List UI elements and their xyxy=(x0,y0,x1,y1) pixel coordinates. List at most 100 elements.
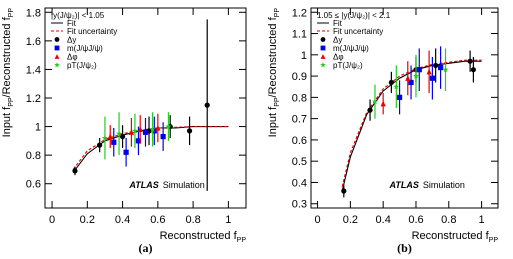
x-tick-label: 0 xyxy=(314,214,320,226)
legend-marker xyxy=(320,62,326,68)
legend-marker xyxy=(54,62,60,68)
x-axis-label: Reconstructed fPP xyxy=(160,230,247,244)
legend-label: Fit uncertainty xyxy=(67,27,117,36)
legend-label: Fit xyxy=(67,19,77,28)
x-tick-label: 0.4 xyxy=(115,214,130,226)
y-tick-label: 0.4 xyxy=(292,177,307,189)
y-axis-label: Input fPP/Reconstructed fPP xyxy=(267,8,281,138)
legend-title: 1.05 ≤ |y(J/ψ₂)| < 2.1 xyxy=(317,11,391,20)
x-axis-label-text: Reconstructed f xyxy=(160,230,238,242)
panel-label: (b) xyxy=(397,241,412,255)
x-tick-label: 0.6 xyxy=(408,214,423,226)
fit-line xyxy=(72,126,229,170)
legend-marker xyxy=(54,54,60,59)
y-tick-label: 1 xyxy=(35,122,41,134)
y-axis-label-part: /Reconstructed f xyxy=(1,16,13,97)
point xyxy=(429,75,435,81)
point xyxy=(412,72,420,79)
point xyxy=(371,98,379,105)
y-tick-label: 0.7 xyxy=(292,114,307,126)
x-tick-label: 0 xyxy=(49,214,55,226)
y-tick-label: 0.6 xyxy=(292,135,307,147)
point xyxy=(151,128,157,134)
legend-label: m(J/ψJ/ψ) xyxy=(67,44,103,53)
legend-marker xyxy=(54,45,60,51)
legend-marker xyxy=(320,45,326,51)
legend-marker xyxy=(54,37,60,42)
point xyxy=(186,128,193,134)
legend-label: pT(J/ψ₂) xyxy=(333,61,363,70)
y-tick-label: 0.9 xyxy=(292,71,307,83)
y-axis-label-part: Input f xyxy=(267,106,279,138)
point xyxy=(107,133,113,140)
annotation-bold: ATLAS xyxy=(128,180,158,190)
point xyxy=(111,139,117,145)
panel-label: (a) xyxy=(139,241,153,255)
y-axis-label-part: Input f xyxy=(1,106,13,138)
x-tick-label: 0.4 xyxy=(376,214,391,226)
annotation-text: Simulation xyxy=(423,180,465,190)
x-tick-label: 0.8 xyxy=(185,214,200,226)
x-tick-label: 0.2 xyxy=(343,214,358,226)
y-tick-label: 0.8 xyxy=(26,150,41,162)
y-axis-label-part: PP xyxy=(274,97,281,107)
point xyxy=(160,133,166,140)
x-axis-label-text: Reconstructed f xyxy=(412,230,490,242)
annotation-bold: ATLAS xyxy=(389,180,419,190)
point xyxy=(405,75,411,81)
point xyxy=(97,142,103,148)
y-axis-label-part: PP xyxy=(274,8,281,18)
legend-label: Δy xyxy=(67,36,76,45)
point xyxy=(165,123,172,130)
point xyxy=(416,67,422,73)
point xyxy=(72,168,78,174)
point xyxy=(137,126,143,133)
legend-marker xyxy=(320,37,326,42)
legend-label: Fit xyxy=(333,19,343,28)
point xyxy=(123,149,129,155)
y-tick-label: 1.4 xyxy=(26,64,41,76)
legend-label: Fit uncertainty xyxy=(333,27,383,36)
x-tick-label: 0.8 xyxy=(441,214,456,226)
point xyxy=(470,67,476,73)
y-tick-label: 0.5 xyxy=(292,156,307,168)
y-axis-label: Input fPP/Reconstructed fPP xyxy=(1,8,15,138)
legend-label: Δφ xyxy=(67,53,78,62)
y-tick-label: 0.6 xyxy=(26,179,41,191)
y-tick-label: 1 xyxy=(301,50,307,62)
point xyxy=(380,100,386,107)
point xyxy=(408,79,414,86)
point xyxy=(467,58,473,64)
point xyxy=(426,68,432,75)
fit-line xyxy=(72,126,229,173)
point xyxy=(155,124,161,131)
x-axis-label-sub: PP xyxy=(237,237,247,244)
plot-frame xyxy=(310,7,499,209)
legend-label: Δy xyxy=(333,36,342,45)
x-tick-label: 1 xyxy=(225,214,231,226)
point xyxy=(128,129,134,135)
point xyxy=(131,127,138,134)
point xyxy=(437,64,444,71)
y-tick-label: 0.3 xyxy=(292,199,307,211)
point xyxy=(442,66,449,73)
x-axis-label-sub: PP xyxy=(489,237,499,244)
point xyxy=(388,79,394,86)
y-tick-label: 1.8 xyxy=(26,7,41,19)
point xyxy=(119,133,126,140)
x-tick-label: 0.6 xyxy=(150,214,165,226)
annotation-text: Simulation xyxy=(163,180,205,190)
legend-label: Δφ xyxy=(333,53,344,62)
x-tick-label: 0.2 xyxy=(80,214,95,226)
point xyxy=(341,188,347,194)
point xyxy=(433,62,439,69)
y-tick-label: 1.6 xyxy=(26,36,41,48)
y-axis-label-part: PP xyxy=(8,97,15,107)
y-tick-label: 1.2 xyxy=(292,7,307,19)
point xyxy=(116,130,123,137)
legend-marker xyxy=(320,54,326,59)
y-tick-label: 1.2 xyxy=(26,93,41,105)
y-tick-label: 1.1 xyxy=(292,29,307,41)
y-axis-label-part: PP xyxy=(8,8,15,18)
